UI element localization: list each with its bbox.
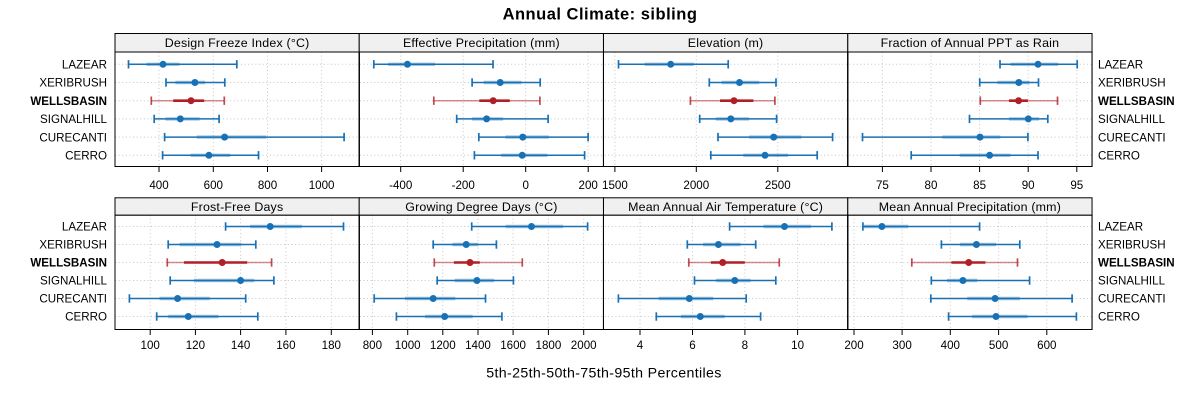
svg-text:CERRO: CERRO xyxy=(1098,311,1140,324)
svg-text:CURECANTI: CURECANTI xyxy=(1098,293,1166,306)
svg-text:1200: 1200 xyxy=(430,339,456,352)
svg-text:LAZEAR: LAZEAR xyxy=(62,221,107,234)
svg-text:100: 100 xyxy=(141,339,160,352)
svg-text:WELLSBASIN: WELLSBASIN xyxy=(30,95,107,108)
svg-text:CURECANTI: CURECANTI xyxy=(1098,131,1166,144)
svg-text:Annual Climate: sibling: Annual Climate: sibling xyxy=(503,5,698,23)
svg-text:600: 600 xyxy=(204,179,223,192)
svg-text:WELLSBASIN: WELLSBASIN xyxy=(1098,95,1175,108)
svg-text:4: 4 xyxy=(637,339,644,352)
svg-text:1000: 1000 xyxy=(395,339,421,352)
svg-text:600: 600 xyxy=(1037,339,1056,352)
svg-text:5th-25th-50th-75th-95th Percen: 5th-25th-50th-75th-95th Percentiles xyxy=(486,365,721,381)
svg-text:CERRO: CERRO xyxy=(65,150,107,163)
svg-text:10: 10 xyxy=(791,339,804,352)
svg-text:2000: 2000 xyxy=(571,339,597,352)
svg-text:400: 400 xyxy=(149,179,168,192)
svg-text:Fraction of Annual PPT as Rain: Fraction of Annual PPT as Rain xyxy=(881,36,1060,50)
svg-text:XERIBRUSH: XERIBRUSH xyxy=(39,77,107,90)
svg-text:LAZEAR: LAZEAR xyxy=(1098,59,1143,72)
svg-text:CURECANTI: CURECANTI xyxy=(39,293,107,306)
svg-text:2000: 2000 xyxy=(683,179,709,192)
svg-text:160: 160 xyxy=(276,339,295,352)
svg-text:XERIBRUSH: XERIBRUSH xyxy=(1098,77,1166,90)
svg-text:80: 80 xyxy=(925,179,938,192)
svg-text:85: 85 xyxy=(973,179,986,192)
svg-text:WELLSBASIN: WELLSBASIN xyxy=(30,257,107,270)
svg-text:8: 8 xyxy=(742,339,748,352)
svg-text:1800: 1800 xyxy=(536,339,562,352)
svg-text:1000: 1000 xyxy=(309,179,335,192)
svg-text:200: 200 xyxy=(579,179,598,192)
svg-text:1400: 1400 xyxy=(465,339,491,352)
svg-text:400: 400 xyxy=(941,339,960,352)
svg-text:75: 75 xyxy=(876,179,889,192)
svg-text:90: 90 xyxy=(1022,179,1035,192)
svg-text:6: 6 xyxy=(689,339,695,352)
svg-text:Mean Annual Precipitation (mm): Mean Annual Precipitation (mm) xyxy=(879,200,1061,214)
svg-text:95: 95 xyxy=(1070,179,1083,192)
svg-text:1600: 1600 xyxy=(500,339,526,352)
svg-text:CERRO: CERRO xyxy=(65,311,107,324)
svg-text:CURECANTI: CURECANTI xyxy=(39,131,107,144)
svg-text:CERRO: CERRO xyxy=(1098,150,1140,163)
svg-text:0: 0 xyxy=(522,179,528,192)
svg-text:Design Freeze Index (°C): Design Freeze Index (°C) xyxy=(165,36,310,50)
svg-text:-200: -200 xyxy=(452,179,475,192)
svg-text:800: 800 xyxy=(363,339,382,352)
svg-text:Elevation (m): Elevation (m) xyxy=(688,36,764,50)
svg-text:500: 500 xyxy=(989,339,1008,352)
svg-text:300: 300 xyxy=(892,339,911,352)
svg-text:WELLSBASIN: WELLSBASIN xyxy=(1098,257,1175,270)
svg-text:SIGNALHILL: SIGNALHILL xyxy=(1098,113,1166,126)
svg-text:SIGNALHILL: SIGNALHILL xyxy=(40,113,108,126)
svg-text:2500: 2500 xyxy=(765,179,791,192)
svg-text:1500: 1500 xyxy=(602,179,628,192)
svg-text:Mean Annual Air Temperature (°: Mean Annual Air Temperature (°C) xyxy=(628,200,823,214)
svg-text:180: 180 xyxy=(322,339,341,352)
svg-text:-400: -400 xyxy=(389,179,412,192)
svg-text:SIGNALHILL: SIGNALHILL xyxy=(40,275,108,288)
svg-text:120: 120 xyxy=(186,339,205,352)
svg-text:800: 800 xyxy=(258,179,277,192)
svg-text:SIGNALHILL: SIGNALHILL xyxy=(1098,275,1166,288)
svg-text:200: 200 xyxy=(844,339,863,352)
svg-text:Frost-Free Days: Frost-Free Days xyxy=(191,200,284,214)
svg-text:XERIBRUSH: XERIBRUSH xyxy=(39,239,107,252)
svg-text:Growing Degree Days (°C): Growing Degree Days (°C) xyxy=(405,200,557,214)
svg-text:LAZEAR: LAZEAR xyxy=(62,59,107,72)
svg-text:LAZEAR: LAZEAR xyxy=(1098,221,1143,234)
svg-text:Effective Precipitation (mm): Effective Precipitation (mm) xyxy=(403,36,560,50)
svg-text:140: 140 xyxy=(231,339,250,352)
svg-text:XERIBRUSH: XERIBRUSH xyxy=(1098,239,1166,252)
